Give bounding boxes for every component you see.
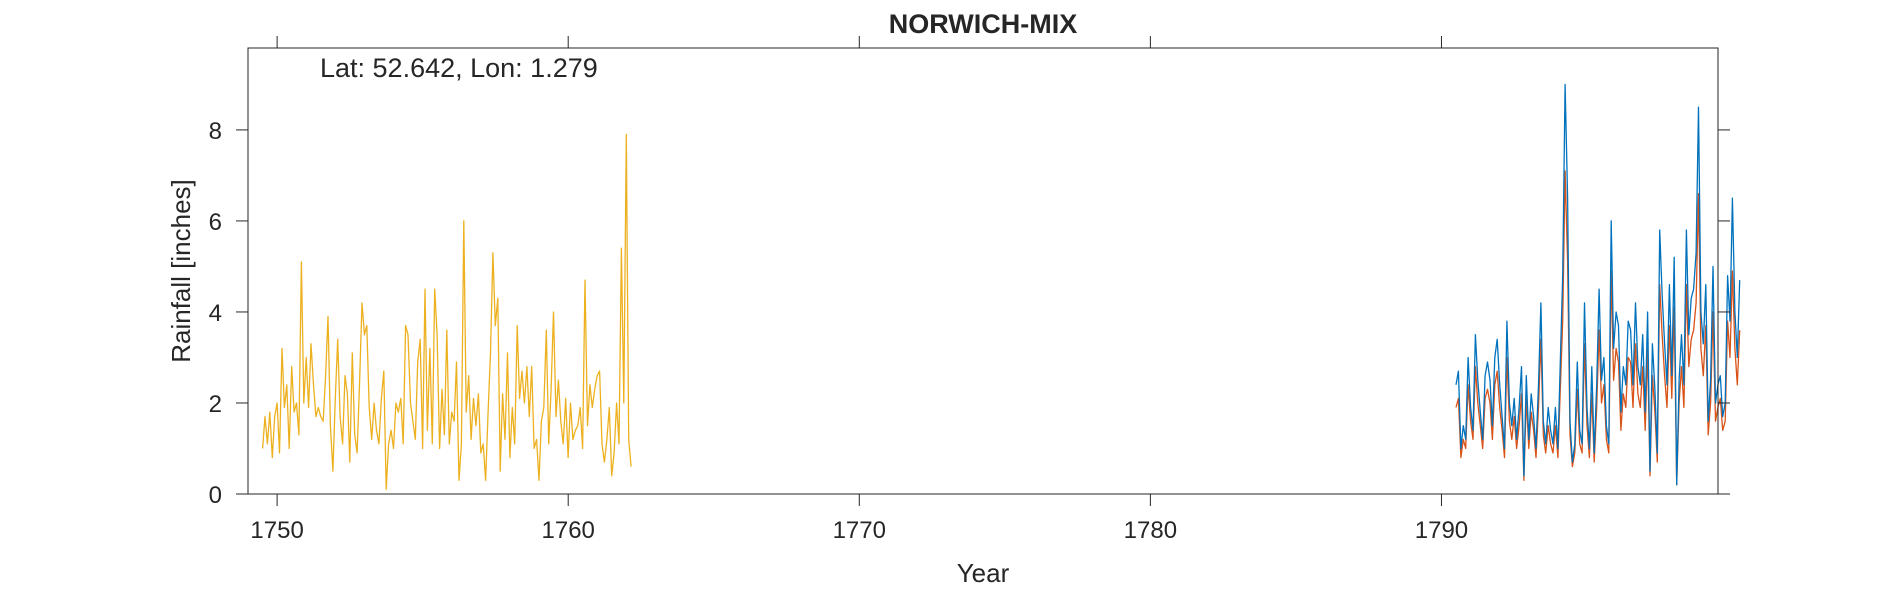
y-tick-label: 4 — [209, 300, 222, 327]
series-line-3 — [1455, 83, 1741, 486]
axes-box — [247, 47, 1719, 495]
series-line-1 — [261, 133, 632, 491]
y-tick-label: 6 — [209, 209, 222, 236]
y-tick-label: 8 — [209, 118, 222, 145]
x-tick-label: 1790 — [1415, 517, 1468, 544]
x-tick-label: 1760 — [542, 517, 595, 544]
x-axis-label: Year — [957, 558, 1010, 588]
x-tick-label: 1750 — [250, 517, 303, 544]
x-tick-label: 1780 — [1124, 517, 1177, 544]
plot-area — [248, 48, 1718, 494]
location-annotation: Lat: 52.642, Lon: 1.279 — [320, 53, 598, 83]
y-tick-label: 2 — [209, 391, 222, 418]
chart-title: NORWICH-MIX — [889, 9, 1078, 39]
series-line-2 — [1455, 170, 1741, 486]
y-axis-label: Rainfall [inches] — [166, 179, 196, 363]
y-tick-label: 0 — [209, 482, 222, 509]
x-tick-label: 1770 — [833, 517, 886, 544]
series-layer — [261, 83, 1741, 491]
tick-layer: 1750 1760 1770 1780 1790 0 2 4 6 8 — [209, 36, 1730, 544]
